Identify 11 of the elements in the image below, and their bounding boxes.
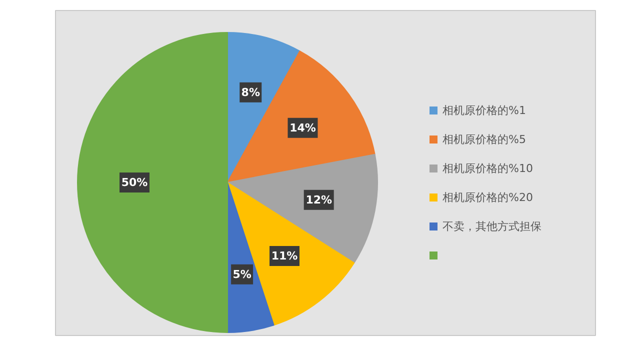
legend-label: 相机原价格的%20 [442, 191, 533, 204]
legend-label: 相机原价格的%1 [442, 104, 526, 117]
data-label: 5% [232, 268, 252, 281]
data-label: 12% [306, 193, 332, 206]
data-label: 14% [290, 121, 316, 134]
legend-label: 不卖，其他方式担保 [442, 220, 542, 233]
legend-label: 相机原价格的%5 [442, 133, 526, 146]
data-label: 8% [241, 86, 260, 99]
data-label: 50% [121, 176, 148, 189]
legend-label: 相机原价格的%10 [442, 162, 533, 175]
data-label: 11% [271, 249, 298, 262]
